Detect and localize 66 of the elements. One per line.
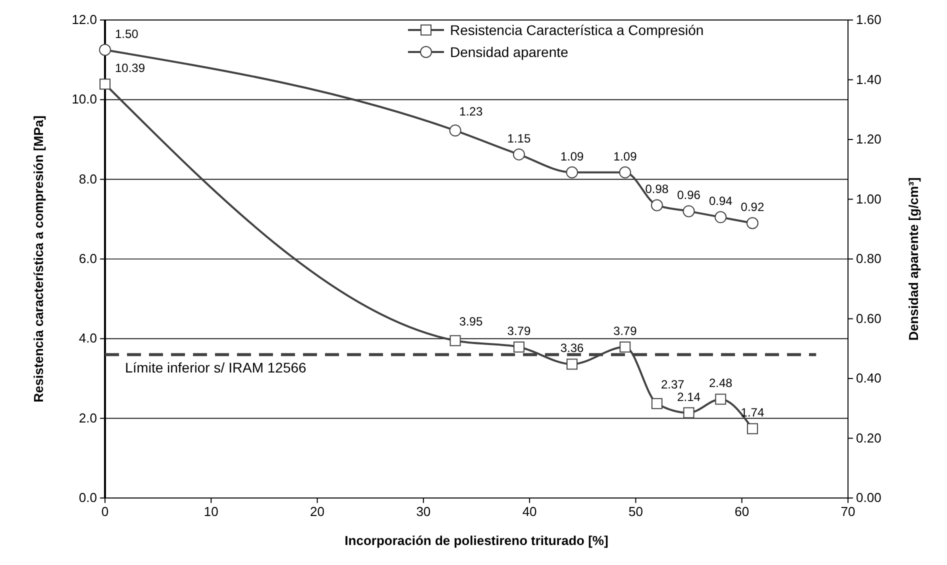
legend-label: Resistencia Característica a Compresión (450, 22, 704, 38)
point (650, 199, 663, 212)
data-label: 2.14 (677, 390, 701, 404)
legend-label: Densidad aparente (450, 44, 569, 60)
y-tick-label: 2.0 (78, 410, 97, 426)
y2-tick-label: 1.60 (856, 12, 882, 27)
data-label: 0.92 (740, 200, 764, 214)
y2-tick-label: 1.40 (856, 72, 882, 87)
data-label: 0.96 (677, 188, 701, 202)
data-label: 1.15 (507, 131, 531, 146)
data-label: 1.50 (115, 26, 139, 41)
x-tick-label: 70 (840, 504, 856, 519)
point (619, 166, 632, 178)
y2-tick-label: 0.80 (856, 251, 882, 266)
point (513, 342, 524, 353)
data-label: 0.94 (708, 194, 733, 208)
y-tick-label: 6.0 (78, 251, 97, 266)
data-label: 1.09 (613, 149, 638, 164)
y-tick-label: 4.0 (78, 330, 97, 346)
y-tick-label: 8.0 (78, 171, 97, 186)
data-label: 3.79 (507, 324, 531, 338)
x-tick-label: 50 (628, 504, 643, 519)
y2-axis-title: Densidad aparente [g/cm³] (906, 177, 921, 341)
data-label: 10.39 (115, 61, 146, 76)
data-label: 1.09 (560, 149, 584, 164)
x-tick-label: 0 (101, 504, 109, 519)
point (746, 217, 758, 230)
point (449, 124, 462, 137)
data-label: 1.23 (459, 104, 483, 119)
data-label: 3.36 (560, 341, 584, 356)
x-axis-title: Incorporación de poliestireno triturado [%] (344, 533, 608, 548)
x-tick-label: 60 (734, 504, 750, 519)
y2-tick-label: 1.20 (856, 132, 882, 146)
point (715, 394, 726, 405)
data-label: 2.37 (660, 378, 685, 392)
y2-tick-label: 0.00 (856, 490, 882, 505)
point (682, 205, 695, 218)
data-label: 0.98 (645, 182, 669, 196)
point (450, 335, 461, 346)
point (620, 342, 631, 353)
data-label: 3.79 (613, 324, 638, 338)
data-label: 2.48 (708, 376, 733, 390)
point (566, 166, 578, 178)
point (99, 44, 111, 56)
y2-tick-label: 0.60 (856, 310, 882, 326)
point (683, 407, 694, 418)
x-tick-label: 20 (310, 504, 325, 519)
y2-tick-label: 1.00 (856, 191, 882, 206)
data-label: 1.74 (740, 406, 764, 420)
y2-tick-label: 0.40 (856, 370, 882, 386)
y2-tick-label: 0.20 (856, 430, 882, 446)
point (714, 211, 727, 224)
y-tick-label: 12.0 (72, 12, 97, 27)
point (746, 423, 758, 434)
y-axis-title: Resistencia característica a compresión [MPa] (31, 116, 46, 402)
data-label: 3.95 (459, 314, 483, 329)
x-tick-label: 10 (204, 504, 218, 519)
point (100, 78, 110, 90)
x-tick-label: 40 (522, 504, 537, 519)
point (566, 358, 578, 370)
point (651, 398, 662, 410)
y-tick-label: 10.0 (72, 92, 97, 107)
ref-line-label: Límite inferior s/ IRAM 12566 (125, 360, 307, 376)
x-tick-label: 30 (416, 504, 431, 519)
y-tick-label: 0.0 (78, 490, 97, 505)
point (512, 148, 525, 160)
